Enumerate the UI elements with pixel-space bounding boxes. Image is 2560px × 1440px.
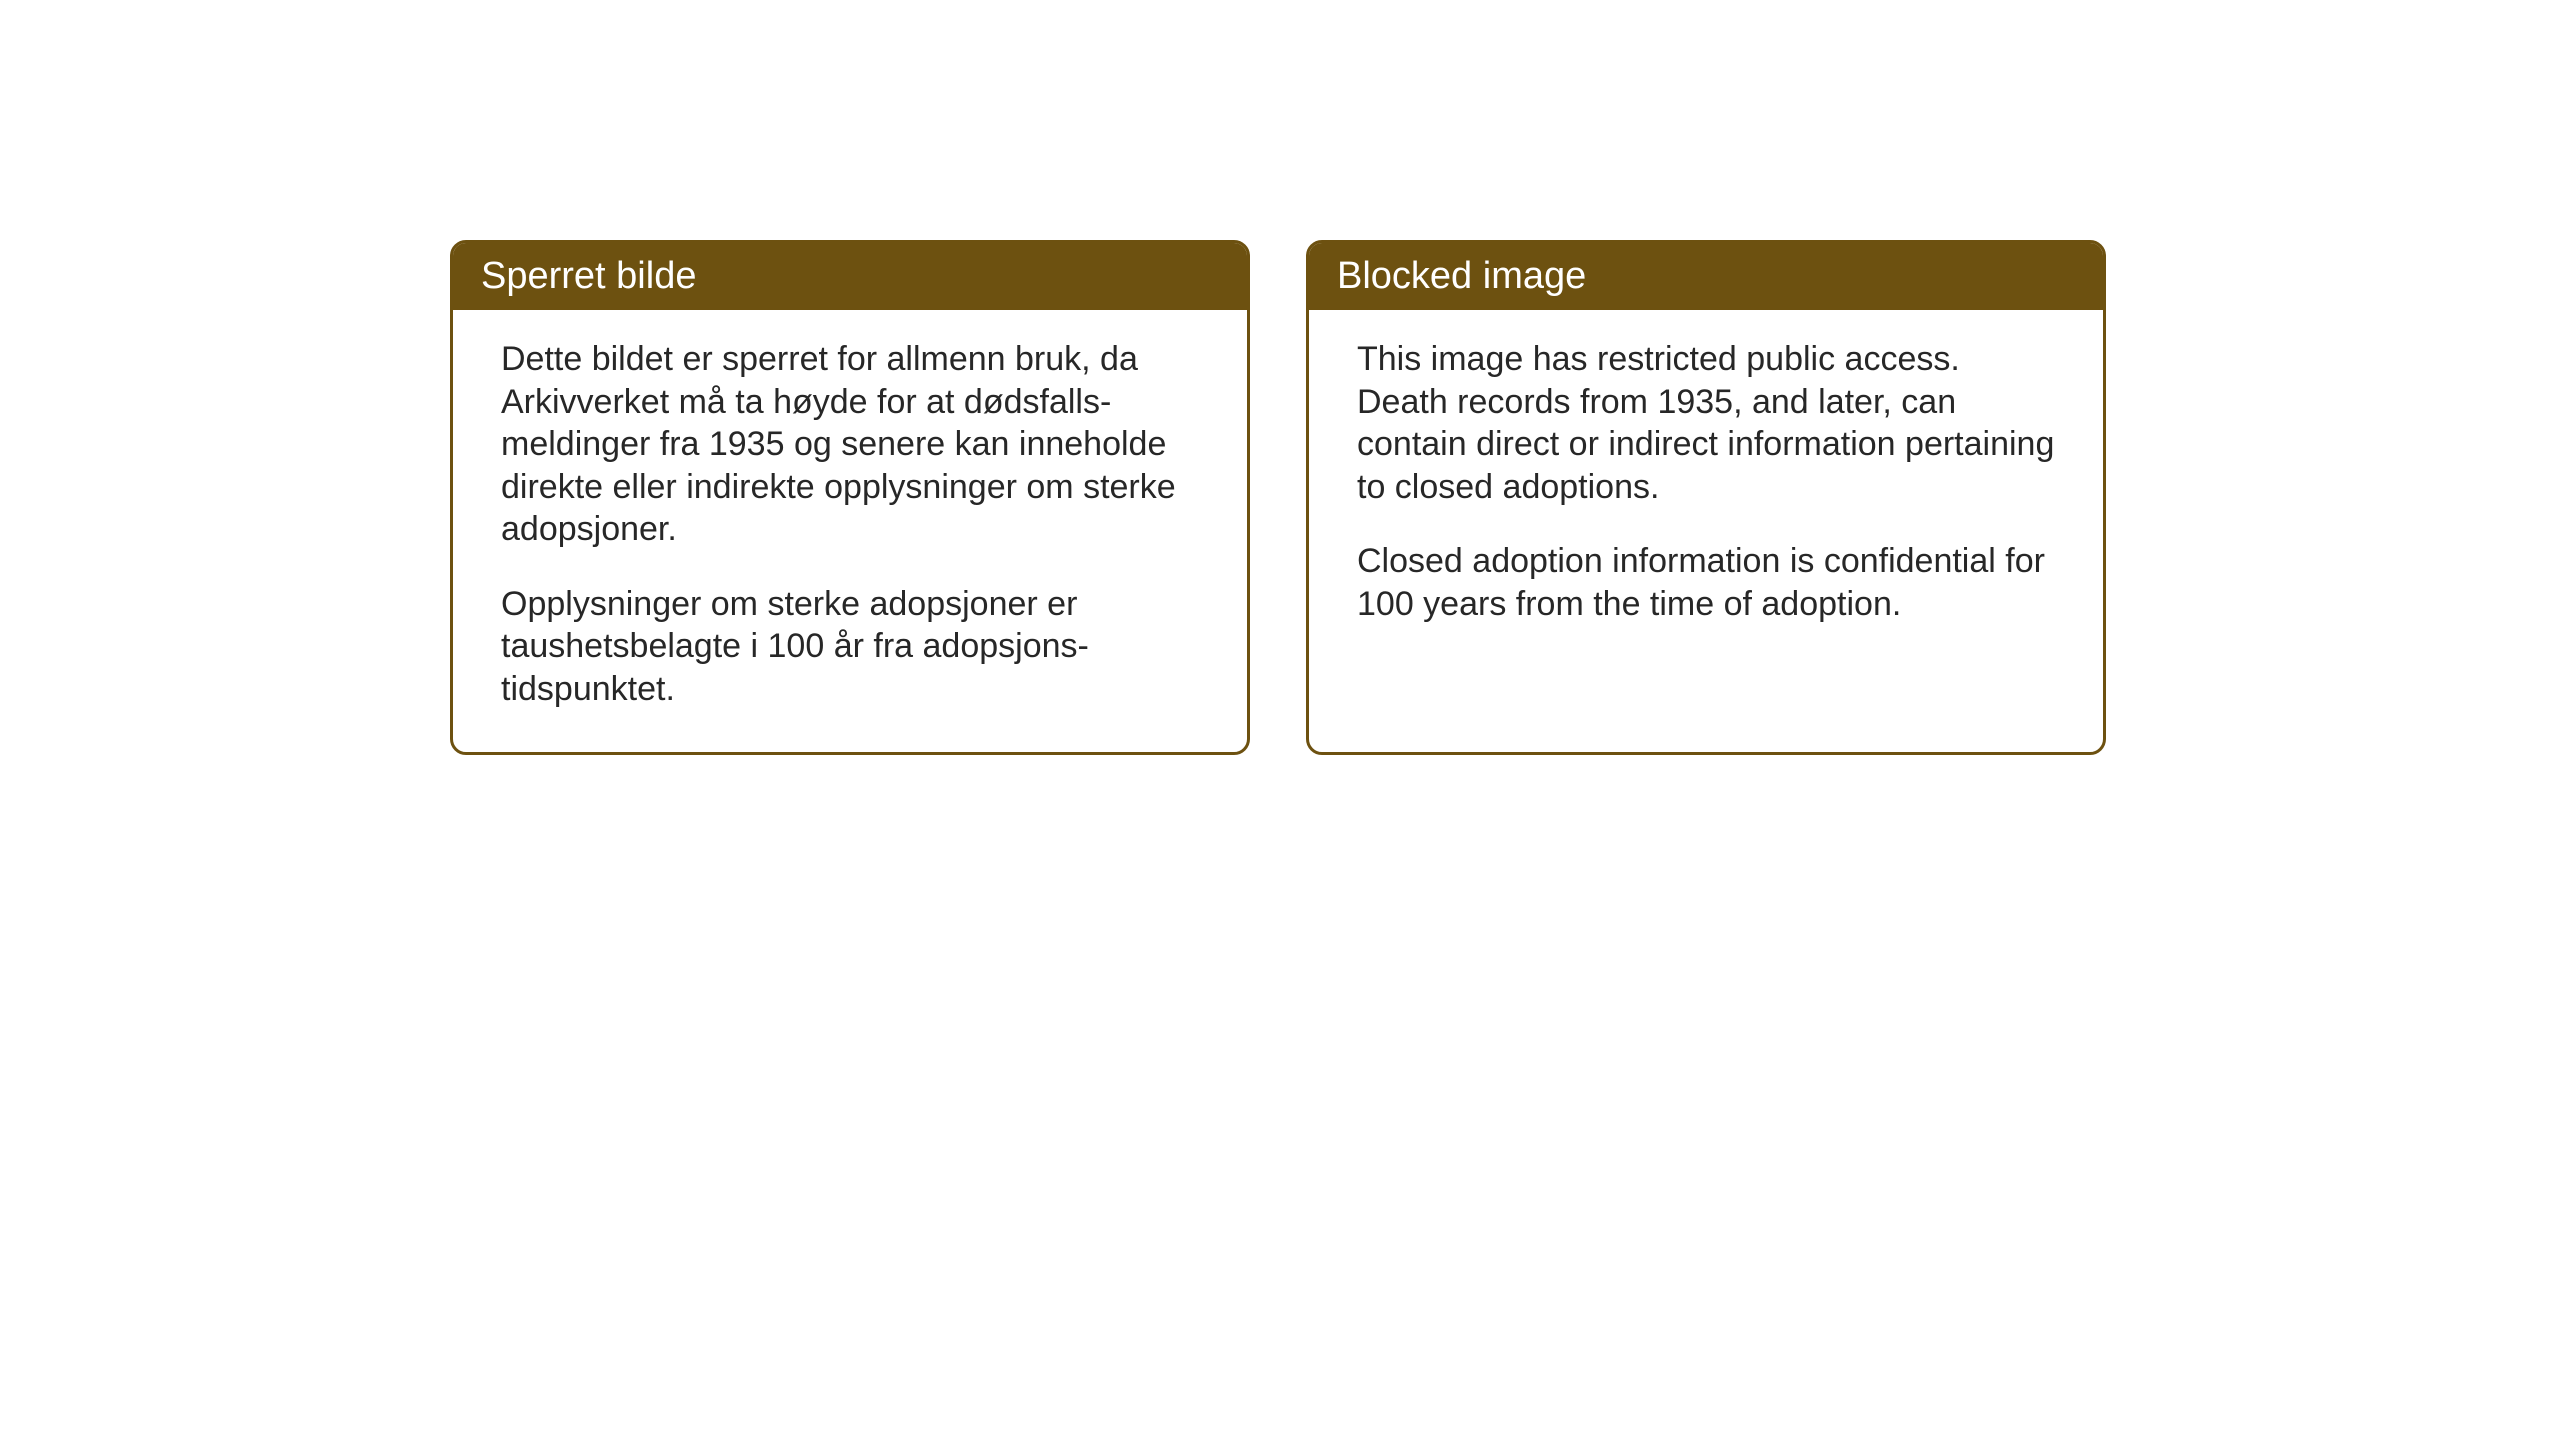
card-norwegian: Sperret bilde Dette bildet er sperret fo… (450, 240, 1250, 755)
card-header-norwegian: Sperret bilde (453, 243, 1247, 310)
card-header-english: Blocked image (1309, 243, 2103, 310)
card-english: Blocked image This image has restricted … (1306, 240, 2106, 755)
card-paragraph: This image has restricted public access.… (1357, 338, 2055, 508)
card-title-norwegian: Sperret bilde (481, 255, 696, 297)
card-title-english: Blocked image (1337, 255, 1586, 297)
card-body-norwegian: Dette bildet er sperret for allmenn bruk… (453, 310, 1247, 752)
cards-container: Sperret bilde Dette bildet er sperret fo… (450, 240, 2106, 755)
card-paragraph: Dette bildet er sperret for allmenn bruk… (501, 338, 1199, 551)
card-paragraph: Opplysninger om sterke adopsjoner er tau… (501, 583, 1199, 711)
card-body-english: This image has restricted public access.… (1309, 310, 2103, 667)
card-paragraph: Closed adoption information is confident… (1357, 540, 2055, 625)
